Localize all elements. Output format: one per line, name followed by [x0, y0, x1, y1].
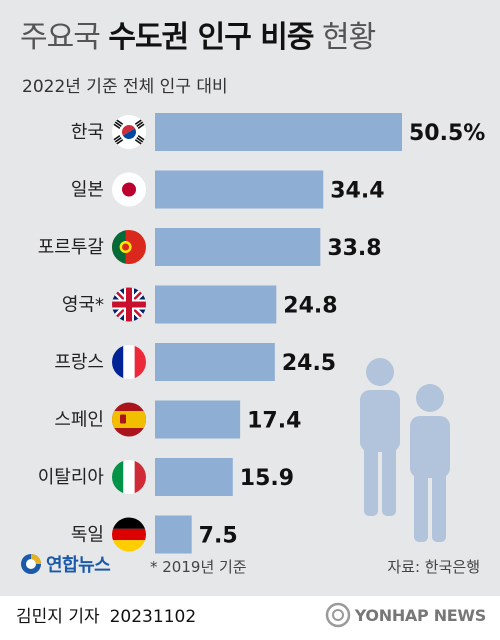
- value-label: 7.5: [199, 524, 238, 549]
- value-label: 33.8: [327, 236, 381, 261]
- bar-일본: [155, 170, 324, 209]
- title-suffix: 현황: [322, 20, 376, 55]
- korea-flag-icon: [112, 115, 146, 149]
- title-prefix: 주요국: [20, 20, 101, 55]
- chart-title: 주요국 수도권 인구 비중 현황: [20, 12, 376, 56]
- uk-flag-icon: [112, 287, 146, 322]
- category-label: 포르투갈: [38, 237, 104, 258]
- watermark: YONHAP NEWS: [325, 602, 486, 628]
- portugal-flag-icon: [112, 230, 146, 264]
- bar-독일: [155, 515, 192, 554]
- category-label: 일본: [71, 180, 104, 201]
- value-label: 34.4: [330, 179, 384, 204]
- yonhap-logo-icon: [21, 554, 41, 574]
- watermark-text: YONHAP NEWS: [354, 605, 487, 625]
- bar-영국: [155, 285, 277, 324]
- bar-chart: 한국 50.5% 일본 34.4 포르투갈 33.8 영국* 24.8 프랑스 24.5 스페인 17…: [38, 113, 485, 554]
- bar-한국: [155, 113, 402, 151]
- germany-flag-icon: [112, 517, 146, 552]
- category-label: 스페인: [54, 410, 104, 431]
- author: 김민지 기자: [16, 607, 100, 627]
- yonhap-logo: 연합뉴스: [20, 551, 111, 577]
- spain-flag-icon: [112, 402, 146, 437]
- france-flag-icon: [112, 345, 146, 379]
- title-main: 수도권 인구 비중: [108, 20, 314, 55]
- bar-포르투갈: [155, 228, 321, 266]
- date: 20231102: [109, 607, 197, 627]
- category-label: 이탈리아: [38, 467, 105, 488]
- value-label: 24.5: [282, 351, 336, 376]
- italy-flag-icon: [112, 460, 146, 494]
- chart-subtitle: 2022년 기준 전체 인구 대비: [22, 77, 228, 97]
- category-label: 한국: [71, 122, 104, 143]
- value-label: 17.4: [247, 409, 301, 434]
- bar-스페인: [155, 400, 241, 439]
- value-label: 50.5%: [409, 121, 485, 146]
- bar-프랑스: [155, 343, 275, 381]
- category-label: 프랑스: [54, 352, 104, 373]
- category-label: 영국*: [62, 295, 104, 316]
- yonhap-watermark-icon: [325, 602, 350, 628]
- credit-line: 김민지 기자 20231102: [16, 602, 196, 627]
- japan-flag-icon: [112, 172, 146, 207]
- people-illustration: [360, 358, 450, 542]
- bar-이탈리아: [155, 458, 233, 496]
- source-text: 자료: 한국은행: [387, 558, 480, 576]
- value-label: 15.9: [240, 466, 294, 491]
- category-label: 독일: [71, 525, 104, 546]
- value-label: 24.8: [283, 294, 337, 319]
- logo-text: 연합뉴스: [46, 555, 111, 576]
- footnote: * 2019년 기준: [150, 558, 247, 576]
